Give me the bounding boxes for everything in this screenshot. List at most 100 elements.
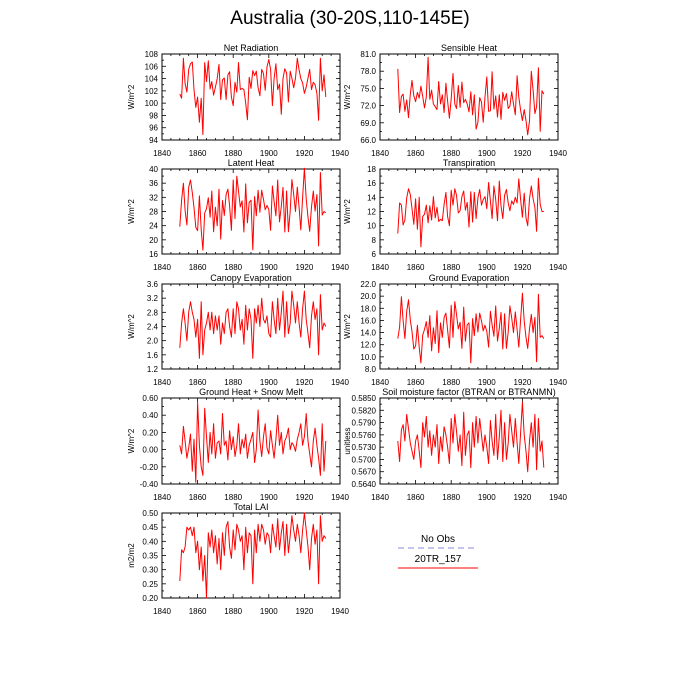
panel-4-title: Transpiration (443, 158, 495, 168)
panel-4-ytick-label: 18 (367, 165, 376, 174)
panel-8-xtick-label: 1840 (371, 493, 389, 502)
panel-7-ytick-label: -0.20 (140, 463, 159, 472)
panel-2-ytick-label: 72.0 (360, 102, 376, 111)
panel-1-xtick-label: 1840 (153, 149, 171, 158)
panel-3-ytick-label: 24 (149, 222, 158, 231)
legend-label-2: 20TR_157 (415, 554, 462, 565)
panel-9-ytick-label: 0.40 (142, 537, 158, 546)
panel-1-ytick-label: 100 (145, 99, 159, 108)
panel-6-xtick-label: 1840 (371, 378, 389, 387)
panel-9-ylabel: m2/m2 (127, 543, 136, 568)
panel-1-frame (161, 53, 341, 141)
panel-3-ytick-label: 28 (149, 208, 158, 217)
panel-5-xtick-label: 1900 (260, 378, 278, 387)
panel-4-ytick-label: 10 (367, 222, 376, 231)
panel-9-xtick-label: 1880 (224, 607, 242, 616)
panel-1-ytick-label: 102 (145, 87, 159, 96)
panel-3-xtick-label: 1920 (296, 263, 314, 272)
panel-6-xtick-label: 1860 (407, 378, 425, 387)
panel-8-xtick-label: 1940 (549, 493, 567, 502)
panel-7-title: Ground Heat + Snow Melt (199, 387, 303, 397)
panel-3-xtick-label: 1940 (331, 263, 349, 272)
panel-1-xtick-label: 1880 (224, 149, 242, 158)
legend-label-1: No Obs (421, 534, 455, 545)
panel-2-ylabel: W/m^2 (343, 84, 352, 109)
panel-1-ytick-label: 96 (149, 124, 158, 133)
panel-3-ylabel: W/m^2 (127, 199, 136, 224)
panel-4-xtick-label: 1860 (407, 263, 425, 272)
panel-5-xtick-label: 1840 (153, 378, 171, 387)
panel-9-xtick-label: 1840 (153, 607, 171, 616)
panel-6-ylabel: W/m^2 (343, 314, 352, 339)
panel-7-ytick-label: -0.40 (140, 480, 159, 489)
panel-4-ytick-label: 6 (372, 250, 377, 259)
panel-9-ytick-label: 0.30 (142, 566, 158, 575)
panel-3-xtick-label: 1900 (260, 263, 278, 272)
panel-6-xtick-label: 1940 (549, 378, 567, 387)
panel-4-ytick-label: 16 (367, 179, 376, 188)
panel-9-ytick-label: 0.20 (142, 594, 158, 603)
panel-4-xtick-label: 1840 (371, 263, 389, 272)
panel-9-xtick-label: 1920 (296, 607, 314, 616)
panel-7-ytick-label: 0.40 (142, 411, 158, 420)
panel-2-xtick-label: 1900 (478, 149, 496, 158)
panel-4-ytick-label: 12 (367, 208, 376, 217)
panel-3-xtick-label: 1880 (224, 263, 242, 272)
panel-1-ylabel: W/m^2 (127, 84, 136, 109)
panel-7-xtick-label: 1900 (260, 493, 278, 502)
figure-title: Australia (30-20S,110-145E) (230, 8, 470, 29)
panel-6-ytick-label: 10.0 (360, 353, 376, 362)
panel-4-ylabel: W/m^2 (343, 199, 352, 224)
panel-2-ytick-label: 75.0 (360, 84, 376, 93)
panel-7-series-line (179, 401, 327, 483)
panel-8-xtick-label: 1920 (514, 493, 532, 502)
panel-3-ytick-label: 16 (149, 250, 158, 259)
panel-2-xtick-label: 1920 (514, 149, 532, 158)
panel-7-ytick-label: 0.00 (142, 446, 158, 455)
panel-5-xtick-label: 1940 (331, 378, 349, 387)
panel-8-ytick-label: 0.5760 (352, 431, 377, 440)
panel-1-ytick-label: 106 (145, 62, 159, 71)
panel-3-title: Latent Heat (228, 158, 275, 168)
panel-6-ytick-label: 8.0 (365, 365, 377, 374)
panel-1-xtick-label: 1860 (189, 149, 207, 158)
panel-4-ytick-label: 8 (372, 236, 377, 245)
panel-2-title: Sensible Heat (441, 43, 498, 53)
panel-1-ytick-label: 108 (145, 50, 159, 59)
panel-6-ytick-label: 20.0 (360, 292, 376, 301)
panel-2-xtick-label: 1860 (407, 149, 425, 158)
panel-5-ytick-label: 3.2 (147, 294, 159, 303)
panel-9-ytick-label: 0.35 (142, 552, 158, 561)
panel-4-series-line (397, 177, 544, 248)
panel-4-ytick-label: 14 (367, 193, 376, 202)
panel-3-ytick-label: 36 (149, 179, 158, 188)
panel-7-ylabel: W/m^2 (127, 428, 136, 453)
panel-1-xtick-label: 1940 (331, 149, 349, 158)
panel-7-xtick-label: 1880 (224, 493, 242, 502)
panel-6-ytick-label: 14.0 (360, 329, 376, 338)
panel-6-ytick-label: 12.0 (360, 341, 376, 350)
panel-6-xtick-label: 1900 (478, 378, 496, 387)
panel-8-ytick-label: 0.5640 (352, 480, 377, 489)
panel-2-ytick-label: 81.0 (360, 50, 376, 59)
panel-8-ytick-label: 0.5700 (352, 455, 377, 464)
panel-6-xtick-label: 1880 (442, 378, 460, 387)
panel-3-xtick-label: 1860 (189, 263, 207, 272)
panel-8-xtick-label: 1880 (442, 493, 460, 502)
panel-8-xtick-label: 1860 (407, 493, 425, 502)
panel-5-ytick-label: 2.4 (147, 323, 159, 332)
panel-2-ytick-label: 69.0 (360, 119, 376, 128)
panel-6-ytick-label: 18.0 (360, 304, 376, 313)
panel-1-xtick-label: 1920 (296, 149, 314, 158)
panel-4-xtick-label: 1920 (514, 263, 532, 272)
panel-2-xtick-label: 1840 (371, 149, 389, 158)
panel-5-ytick-label: 3.6 (147, 280, 159, 289)
panel-7-xtick-label: 1940 (331, 493, 349, 502)
panel-9-series-line (179, 512, 327, 599)
panel-2-xtick-label: 1880 (442, 149, 460, 158)
panel-4-xtick-label: 1880 (442, 263, 460, 272)
panel-1-ytick-label: 98 (149, 111, 158, 120)
panel-1-title: Net Radiation (224, 43, 279, 53)
panel-5-ytick-label: 2.8 (147, 308, 159, 317)
panel-5-ylabel: W/m^2 (127, 314, 136, 339)
